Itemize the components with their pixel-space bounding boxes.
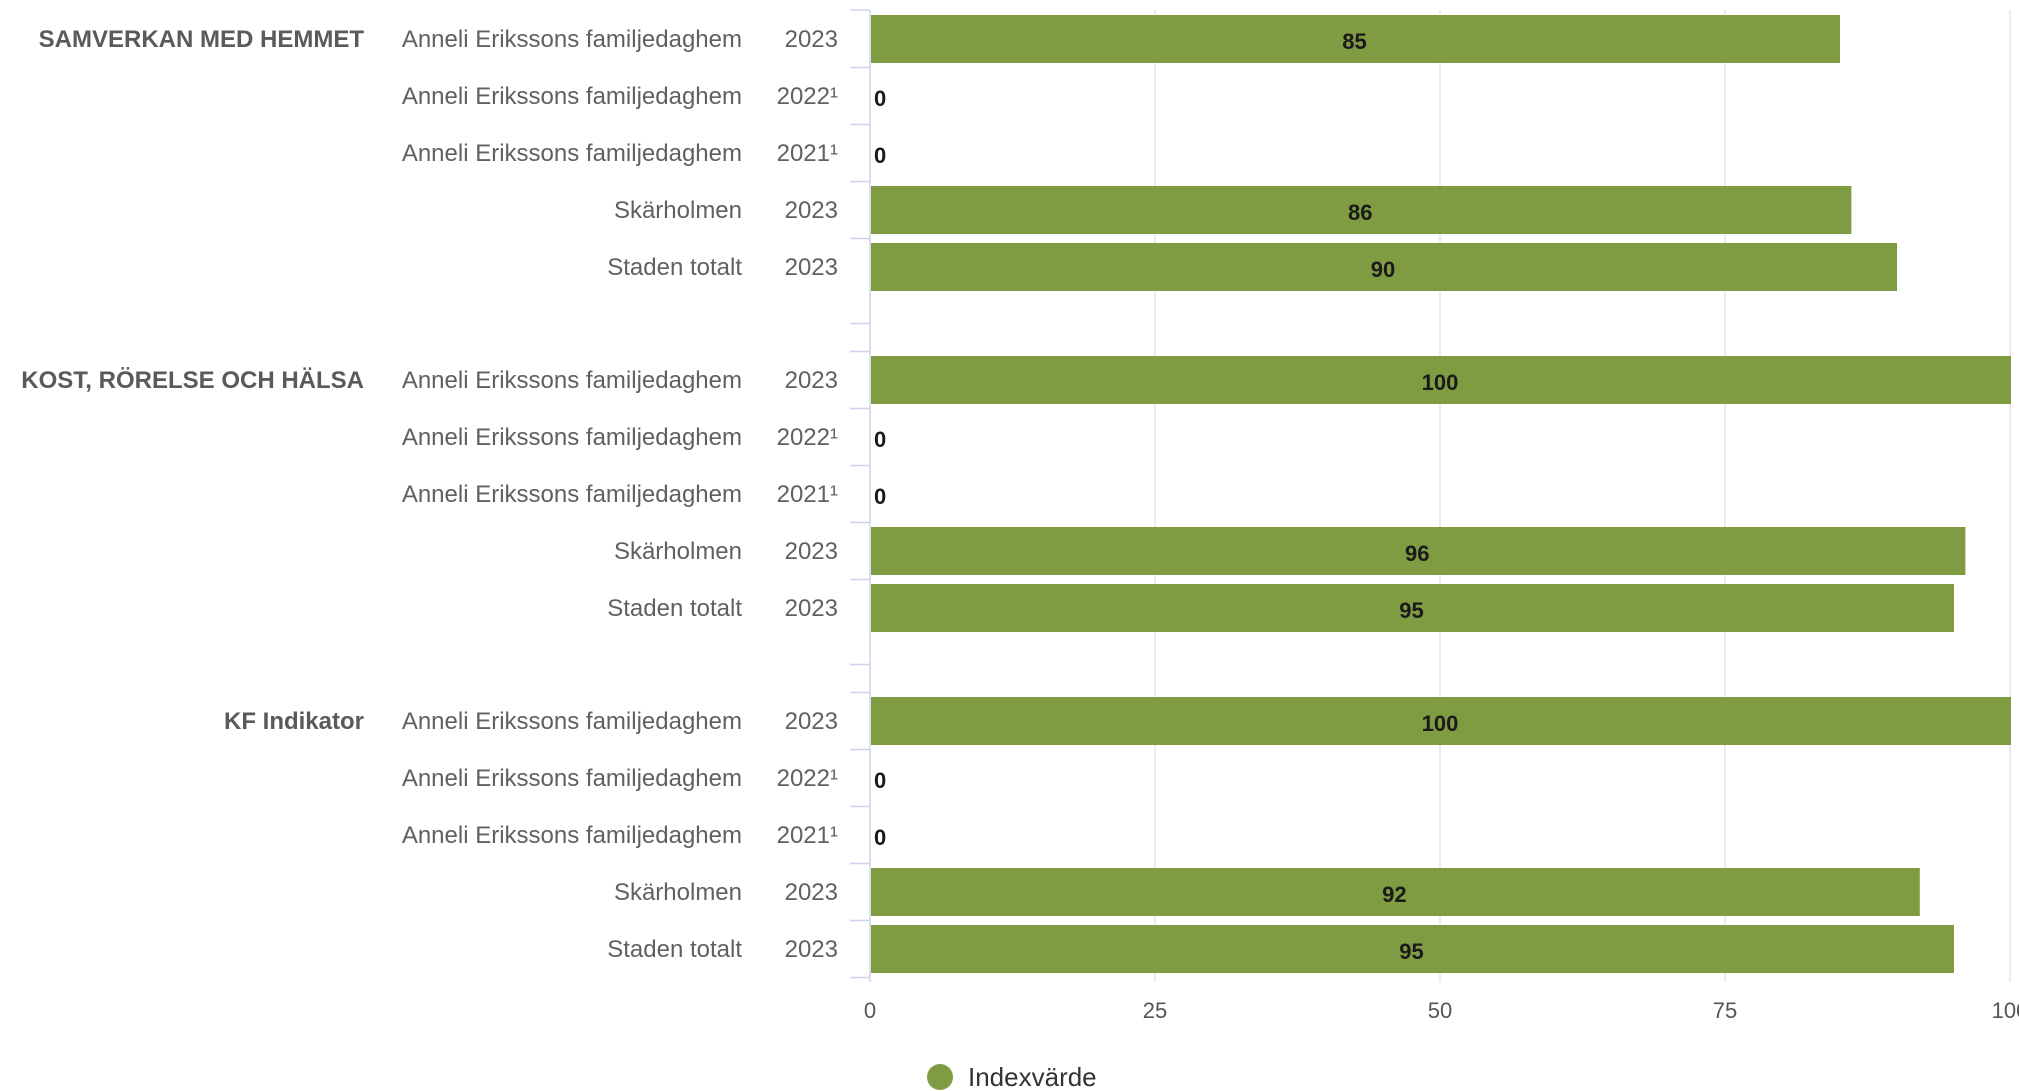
data-label: 95: [1399, 939, 1423, 964]
year-label: 2023: [785, 595, 838, 622]
category-label: Anneli Erikssons familjedaghem: [402, 83, 742, 110]
bar[interactable]: [871, 925, 1954, 973]
data-label: 85: [1342, 29, 1366, 54]
bar[interactable]: [871, 527, 1966, 575]
year-label: 2023: [785, 879, 838, 906]
data-label: 0: [874, 143, 886, 168]
x-axis-ticks: 0 25 50 75 100: [864, 998, 2019, 1023]
year-label: 2022¹: [777, 424, 838, 451]
year-label: 2022¹: [777, 83, 838, 110]
data-label: 90: [1371, 257, 1395, 282]
category-label: Skärholmen: [614, 538, 742, 565]
category-label: Staden totalt: [607, 254, 742, 281]
category-label: Skärholmen: [614, 197, 742, 224]
category-axis: [850, 9, 871, 982]
data-label: 0: [874, 768, 886, 793]
year-label: 2023: [785, 936, 838, 963]
year-label: 2023: [785, 254, 838, 281]
year-label: 2022¹: [777, 765, 838, 792]
data-label: 100: [1422, 370, 1459, 395]
category-label: Staden totalt: [607, 595, 742, 622]
category-labels: SAMVERKAN MED HEMMET Anneli Erikssons fam…: [21, 26, 838, 963]
bars: [871, 15, 2011, 973]
x-tick-label: 100: [1992, 998, 2019, 1023]
data-labels: 85 0 0 86 90 100 0 0 96 95 100 0 0 92 95: [874, 29, 1458, 964]
data-label: 86: [1348, 200, 1372, 225]
category-label: Anneli Erikssons familjedaghem: [402, 140, 742, 167]
category-label: Anneli Erikssons familjedaghem: [402, 26, 742, 53]
gridlines: [1154, 10, 2011, 982]
group-label: KF Indikator: [224, 708, 364, 735]
bar[interactable]: [871, 186, 1852, 234]
category-label: Staden totalt: [607, 936, 742, 963]
x-tick-label: 0: [864, 998, 876, 1023]
category-label: Anneli Erikssons familjedaghem: [402, 424, 742, 451]
data-label: 0: [874, 86, 886, 111]
category-label: Anneli Erikssons familjedaghem: [402, 708, 742, 735]
year-label: 2023: [785, 367, 838, 394]
year-label: 2021¹: [777, 140, 838, 167]
year-label: 2021¹: [777, 481, 838, 508]
data-label: 96: [1405, 541, 1429, 566]
category-label: Anneli Erikssons familjedaghem: [402, 822, 742, 849]
bar[interactable]: [871, 697, 2011, 745]
legend-label[interactable]: Indexvärde: [968, 1062, 1097, 1091]
legend[interactable]: Indexvärde: [927, 1062, 1097, 1091]
category-label: Anneli Erikssons familjedaghem: [402, 481, 742, 508]
data-label: 92: [1382, 882, 1406, 907]
year-label: 2023: [785, 26, 838, 53]
bar[interactable]: [871, 584, 1954, 632]
group-label: SAMVERKAN MED HEMMET: [39, 26, 365, 53]
year-label: 2023: [785, 197, 838, 224]
data-label: 0: [874, 427, 886, 452]
data-label: 95: [1399, 598, 1423, 623]
x-tick-label: 75: [1713, 998, 1737, 1023]
data-label: 100: [1422, 711, 1459, 736]
year-label: 2023: [785, 708, 838, 735]
bar[interactable]: [871, 868, 1920, 916]
x-tick-label: 25: [1143, 998, 1167, 1023]
bar[interactable]: [871, 356, 2011, 404]
category-label: Anneli Erikssons familjedaghem: [402, 765, 742, 792]
bar[interactable]: [871, 243, 1897, 291]
year-label: 2021¹: [777, 822, 838, 849]
x-tick-label: 50: [1428, 998, 1452, 1023]
year-label: 2023: [785, 538, 838, 565]
bar[interactable]: [871, 15, 1840, 63]
group-label: KOST, RÖRELSE OCH HÄLSA: [21, 367, 364, 394]
legend-marker[interactable]: [927, 1064, 953, 1090]
data-label: 0: [874, 484, 886, 509]
data-label: 0: [874, 825, 886, 850]
category-label: Skärholmen: [614, 879, 742, 906]
category-label: Anneli Erikssons familjedaghem: [402, 367, 742, 394]
